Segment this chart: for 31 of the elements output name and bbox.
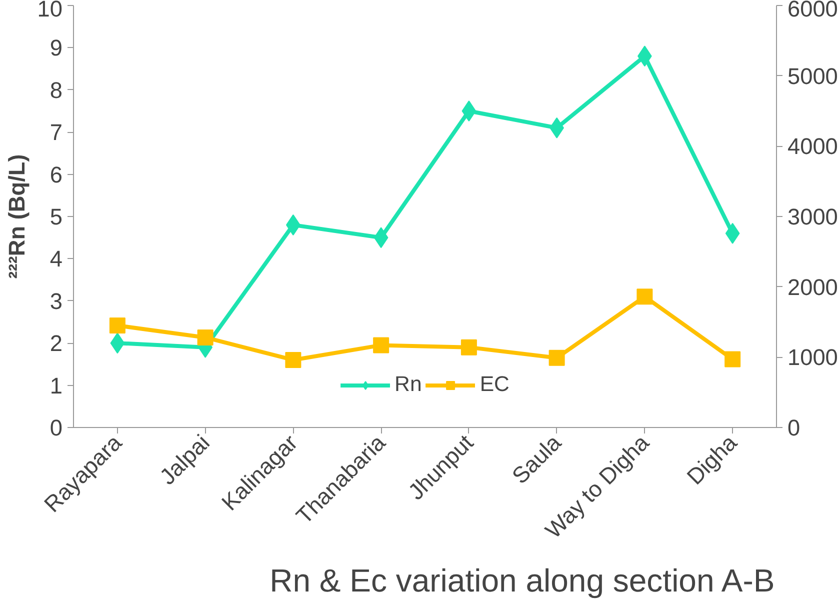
legend-label: Rn [394,372,422,397]
y2-tick-label: 0 [788,414,800,440]
point [460,339,477,356]
point [548,350,565,366]
y2-tick-label: 1000 [788,344,838,370]
y2-tick-label: 5000 [788,62,838,89]
y-tick-label: 5 [50,204,63,230]
point [636,288,653,305]
y2-tick-label: 2000 [788,274,838,300]
y2-tick-label: 6000 [788,0,838,22]
y2-tick-label: 3000 [788,204,838,230]
y-axis-title: ²²²Rn (Bq/L) [3,154,30,279]
point [197,329,214,346]
y-tick-label: 10 [37,0,62,22]
point [462,100,476,122]
y-tick-label: 6 [50,161,63,188]
point [373,337,390,354]
point [285,352,302,368]
y-tick-label: 0 [50,414,63,440]
y-tick-label: 9 [50,34,63,61]
y-tick-label: 2 [50,330,63,356]
point [109,318,126,334]
y-tick-label: 1 [50,372,63,398]
text: Rn & Ec variation along section A-B [270,562,775,598]
y2-tick-label: 4000 [788,133,838,160]
y-tick-label: 4 [50,246,63,272]
legend-label: EC [480,372,510,397]
y-tick-label: 7 [50,119,63,146]
y-tick-label: 3 [50,288,63,314]
point [724,351,741,368]
y-tick-label: 8 [50,76,63,103]
